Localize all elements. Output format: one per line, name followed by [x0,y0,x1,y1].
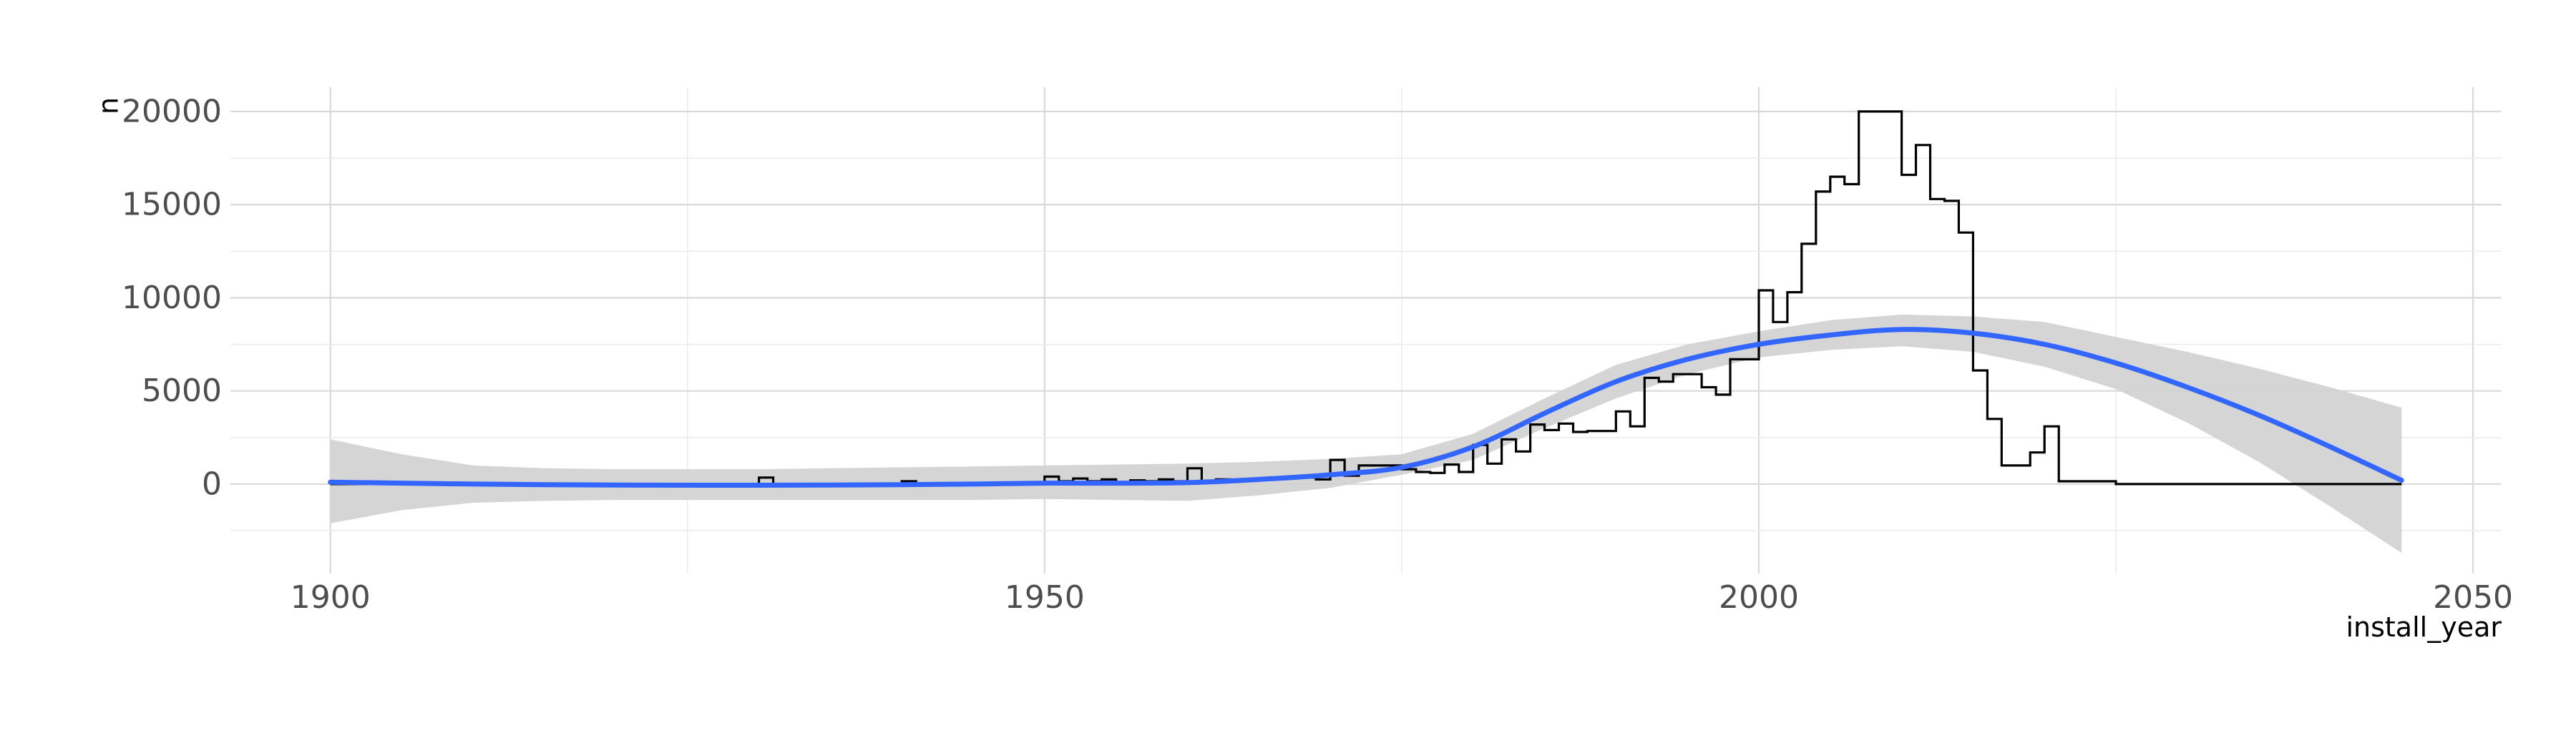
x-axis-title: install_year [2346,611,2502,643]
y-tick-label: 10000 [122,280,222,316]
y-tick-labels: 0 5000 10000 15000 20000 [122,93,222,502]
y-tick-label: 0 [202,466,222,502]
confidence-band-layer [330,314,2402,554]
smooth-line-layer [328,327,2404,488]
y-tick-label: 5000 [142,373,222,409]
x-tick-label: 1900 [291,579,371,616]
x-tick-label: 1950 [1005,579,1085,616]
x-tick-labels: 1900 1950 2000 2050 [291,579,2513,616]
gridlines [230,87,2502,574]
x-tick-label: 2000 [1719,579,1799,616]
x-tick-label: 2050 [2433,579,2513,616]
confidence-band [330,314,2402,554]
y-tick-label: 20000 [122,93,222,129]
y-tick-label: 15000 [122,187,222,223]
y-axis-title: n [93,97,125,114]
smooth-trend-line [328,327,2404,488]
